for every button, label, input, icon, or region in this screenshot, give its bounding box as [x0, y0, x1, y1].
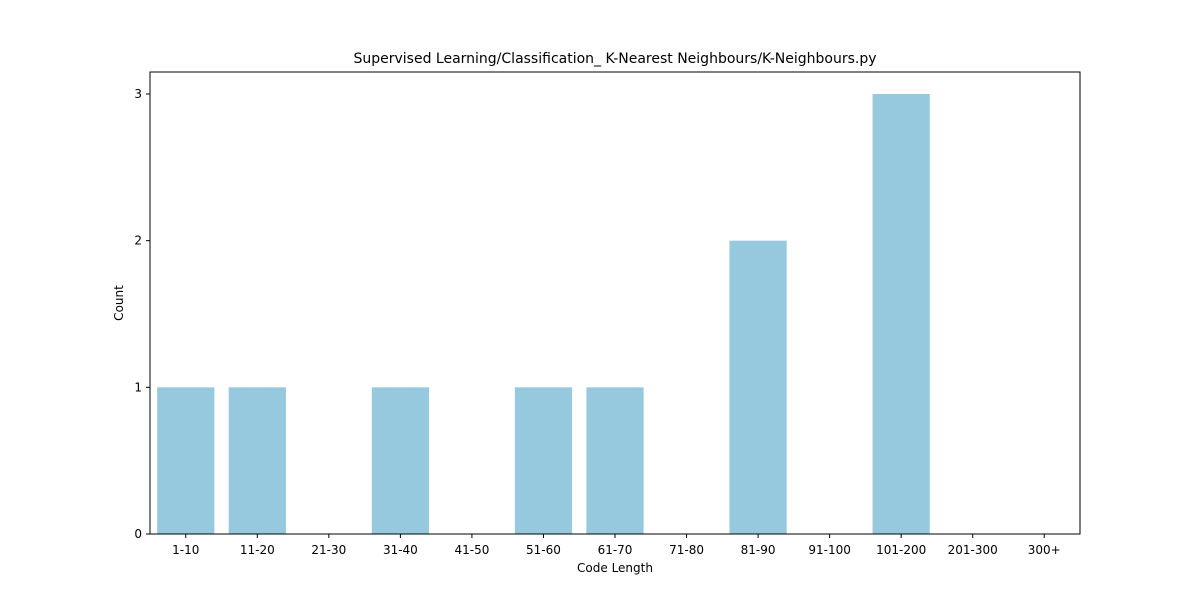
x-tick-label: 31-40	[383, 543, 418, 557]
y-tick-label: 1	[134, 380, 142, 394]
y-axis-ticks: 0 1 2 3	[134, 87, 150, 541]
x-tick-label: 71-80	[669, 543, 704, 557]
bar-61-70	[586, 387, 644, 534]
x-tick-label: 11-20	[240, 543, 275, 557]
x-tick-label: 41-50	[454, 543, 489, 557]
bar-1-10	[157, 387, 215, 534]
bar-51-60	[514, 387, 573, 534]
bar-81-90	[729, 240, 787, 534]
y-tick-label: 3	[134, 87, 142, 101]
x-tick-label: 1-10	[172, 543, 199, 557]
y-tick-label: 0	[134, 527, 142, 541]
x-tick-label: 300+	[1028, 543, 1061, 557]
x-tick-label: 21-30	[311, 543, 346, 557]
bar-11-20	[228, 387, 286, 534]
bars-group	[157, 94, 930, 534]
x-tick-label: 201-300	[948, 543, 998, 557]
x-tick-label: 51-60	[526, 543, 561, 557]
y-axis-label: Count	[112, 285, 126, 321]
x-axis-label: Code Length	[577, 561, 653, 575]
x-tick-label: 61-70	[598, 543, 633, 557]
x-axis-ticks: 1-10 11-20 21-30 31-40 41-50 51-60 61-70 71-80 8…	[172, 534, 1061, 557]
y-tick-label: 2	[134, 234, 142, 248]
x-tick-label: 91-100	[808, 543, 851, 557]
x-tick-label: 101-200	[876, 543, 926, 557]
chart-title: Supervised Learning/Classification_ K-Ne…	[353, 51, 876, 67]
bar-101-200	[872, 94, 930, 534]
bar-31-40	[371, 387, 429, 534]
x-tick-label: 81-90	[741, 543, 776, 557]
